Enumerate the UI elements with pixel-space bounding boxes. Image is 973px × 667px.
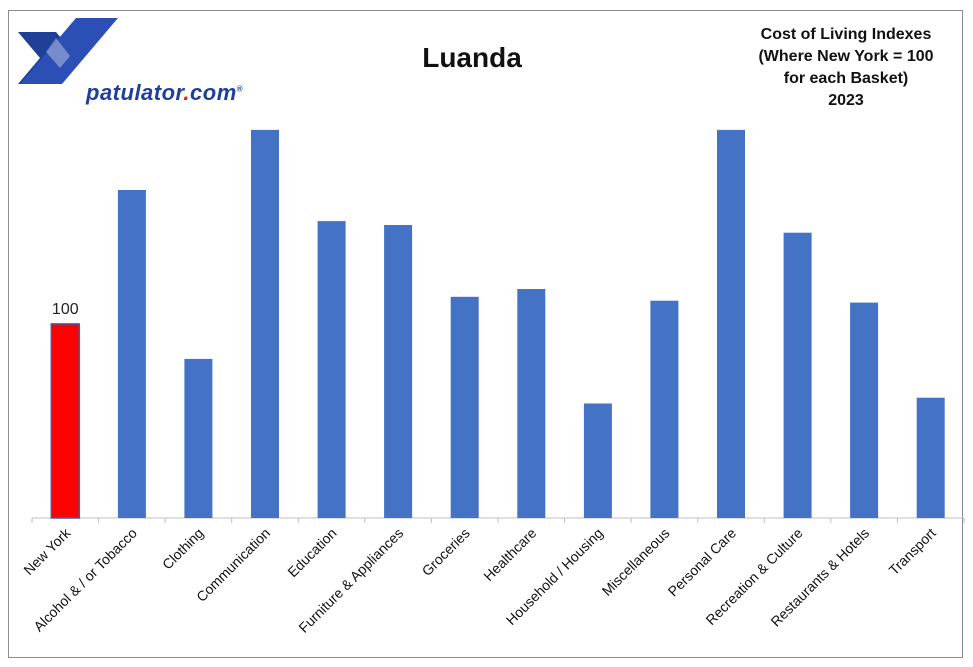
x-tick-label: Groceries [419,525,473,579]
bar-new-york [50,323,81,519]
x-tick-label: Miscellaneous [599,525,673,599]
x-tick-label: Clothing [159,525,207,573]
subtitle-line-4: 2023 [828,92,864,109]
logo-name: patulator [86,80,184,105]
bar-communication [251,129,279,518]
bar-groceries [450,296,479,518]
chart-title: Luanda [422,42,522,73]
bar-personal-care [717,129,745,518]
bar-transport [916,397,945,518]
logo-wordmark: patulator.com® [86,80,243,106]
bar-alcohol-or-tobacco [117,190,146,518]
bar-education [317,221,346,518]
registered-mark: ® [236,84,244,94]
x-tick-label: Education [284,525,339,580]
x-tick-label: Personal Care [665,525,740,600]
subtitle-line-3: for each Basket) [783,70,909,87]
data-label: 100 [52,301,79,318]
logo-suffix: com [190,80,237,105]
bar-recreation-culture [783,232,812,518]
bar-household-housing [583,403,612,518]
x-logo-icon [18,18,118,84]
subtitle-line-1: Cost of Living Indexes [760,26,932,43]
logo-dot: . [183,80,191,105]
x-tick-label: New York [20,524,74,578]
bar-miscellaneous [650,300,679,518]
bar-restaurants-hotels [850,302,879,518]
bar-healthcare [517,289,546,518]
bar-furniture-appliances [384,225,413,518]
chart-subtitle: Cost of Living Indexes (Where New York =… [730,24,962,112]
xpatulator-logo: patulator.com® [16,18,276,105]
x-tick-label: Healthcare [480,525,539,584]
subtitle-line-2: (Where New York = 100 [758,48,934,65]
x-tick-label: Transport [886,525,939,578]
bar-clothing [184,358,213,518]
